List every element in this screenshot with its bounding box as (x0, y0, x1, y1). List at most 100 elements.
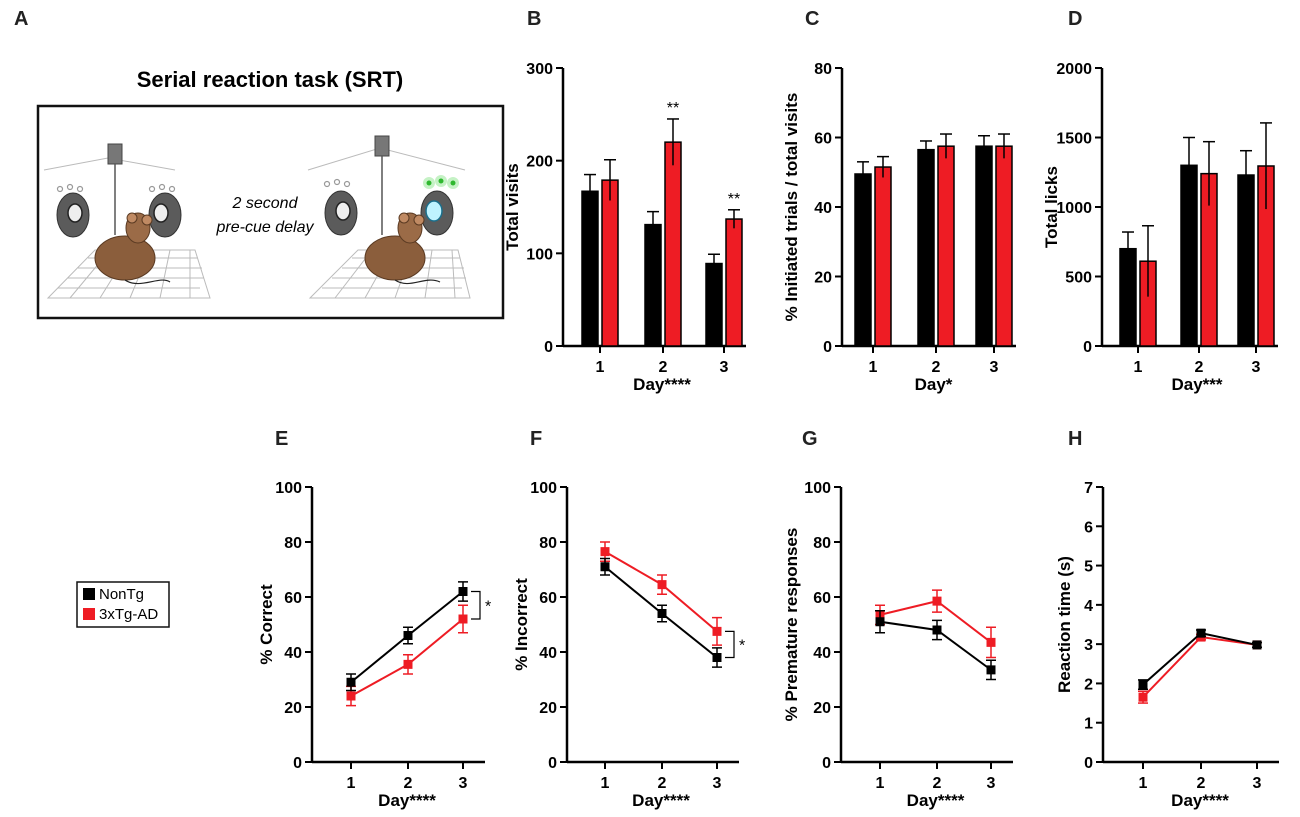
y-tick-label: 0 (293, 755, 302, 772)
x-tick-label: 2 (933, 775, 942, 792)
data-point (346, 677, 356, 687)
data-point (932, 625, 942, 635)
y-tick-label: 0 (1084, 755, 1093, 772)
y-tick-label: 40 (284, 645, 302, 662)
y-tick-label: 3 (1084, 637, 1093, 654)
y-tick-label: 40 (539, 645, 557, 662)
y-tick-label: 2000 (1056, 61, 1092, 78)
x-axis-label: Day**** (907, 791, 965, 810)
legend-swatch-3xtg (83, 608, 95, 620)
y-tick-label: 80 (284, 535, 302, 552)
sensor-box-icon (374, 135, 390, 157)
data-point (346, 691, 356, 701)
x-tick-label: 2 (658, 775, 667, 792)
y-tick-label: 4 (1084, 598, 1093, 615)
chamber-right (307, 135, 471, 299)
x-tick-label: 3 (1253, 775, 1262, 792)
x-tick-label: 3 (713, 775, 722, 792)
series-line (350, 618, 464, 697)
data-point (458, 614, 468, 624)
x-tick-label: 2 (1195, 359, 1204, 376)
y-tick-label: 20 (813, 700, 831, 717)
x-tick-label: 1 (596, 359, 605, 376)
bar (995, 145, 1013, 347)
y-tick-label: 20 (539, 700, 557, 717)
data-point (1196, 628, 1206, 638)
bar (854, 173, 872, 347)
cue-lights-icon (423, 175, 459, 189)
x-tick-label: 2 (404, 775, 413, 792)
chart-d: 0 500 1000 1500 2000 1 2 3 Day*** Total licks (1042, 61, 1278, 394)
y-tick-label: 1 (1084, 716, 1093, 733)
y-tick-label: 60 (539, 590, 557, 607)
y-tick-label: 20 (284, 700, 302, 717)
y-tick-label: 0 (548, 755, 557, 772)
x-axis-label: Day**** (378, 791, 436, 810)
bar (581, 190, 599, 347)
chart-e: 0 20 40 60 80 100 1 2 3 Day**** % Correct * (257, 480, 491, 810)
delay-label-line2: pre-cue delay (216, 219, 315, 236)
srt-schematic: Serial reaction task (SRT) 2 second pre-… (36, 67, 505, 320)
x-tick-label: 1 (601, 775, 610, 792)
panel-letter-a: A (14, 8, 28, 30)
y-axis-label: Total visits (503, 163, 522, 251)
y-tick-label: 1000 (1056, 200, 1092, 217)
y-axis-label: Reaction time (s) (1055, 556, 1074, 693)
significance-bracket (725, 630, 735, 659)
mouse-icon (94, 212, 171, 285)
x-tick-label: 1 (876, 775, 885, 792)
data-point (657, 609, 667, 618)
y-tick-label: 40 (814, 200, 832, 217)
bar (705, 262, 723, 347)
significance-label: * (485, 598, 491, 615)
x-tick-label: 1 (347, 775, 356, 792)
x-axis-label: Day**** (1171, 791, 1229, 810)
data-point (600, 547, 610, 557)
y-axis-label: % Initiated trials / total visits (782, 93, 801, 322)
panel-letter-h: H (1068, 428, 1082, 450)
x-tick-label: 2 (1197, 775, 1206, 792)
bar (664, 141, 682, 347)
y-tick-label: 100 (804, 480, 831, 497)
bar (725, 218, 743, 347)
data-point (712, 626, 722, 636)
y-axis-label: Total licks (1042, 166, 1061, 248)
legend-label-3xtg: 3xTg-AD (99, 606, 158, 623)
y-axis-label: % Incorrect (512, 578, 531, 671)
bar (937, 145, 955, 347)
significance-label: ** (728, 191, 740, 208)
bar (644, 223, 662, 347)
legend-swatch-nontg (83, 588, 95, 600)
data-point (1138, 680, 1148, 690)
y-tick-label: 2 (1084, 676, 1093, 693)
y-tick-label: 0 (544, 339, 553, 356)
y-tick-label: 500 (1065, 270, 1092, 287)
y-tick-label: 0 (823, 339, 832, 356)
y-tick-label: 60 (284, 590, 302, 607)
y-tick-label: 7 (1084, 480, 1093, 497)
y-tick-label: 60 (813, 590, 831, 607)
y-tick-label: 100 (275, 480, 302, 497)
bar (601, 179, 619, 347)
y-tick-label: 0 (822, 755, 831, 772)
y-tick-label: 20 (814, 270, 832, 287)
chart-h: 0 1 2 3 4 5 6 7 1 2 3 Day**** Reaction time (s) (1055, 480, 1279, 810)
series-line (879, 600, 992, 644)
chart-b: 0 100 200 300 1 2 3 Day**** Total visits ** ** (503, 61, 746, 394)
y-tick-label: 80 (813, 535, 831, 552)
chart-c: 0 20 40 60 80 1 2 3 Day* % Initiated trials / tot… (782, 61, 1016, 394)
panel-letter-e: E (275, 428, 288, 450)
y-axis-label: % Premature responses (782, 528, 801, 722)
data-point (1138, 692, 1148, 702)
x-axis-label: Day**** (632, 791, 690, 810)
bar (975, 145, 993, 347)
y-tick-label: 0 (1083, 339, 1092, 356)
sensor-box-icon (107, 143, 123, 165)
panel-letter-f: F (530, 428, 542, 450)
chart-g: 0 20 40 60 80 100 1 2 3 Day**** % Premature respon… (782, 480, 1013, 810)
data-point (403, 631, 413, 640)
y-tick-label: 200 (526, 154, 553, 171)
y-tick-label: 80 (539, 535, 557, 552)
y-tick-label: 100 (530, 480, 557, 497)
